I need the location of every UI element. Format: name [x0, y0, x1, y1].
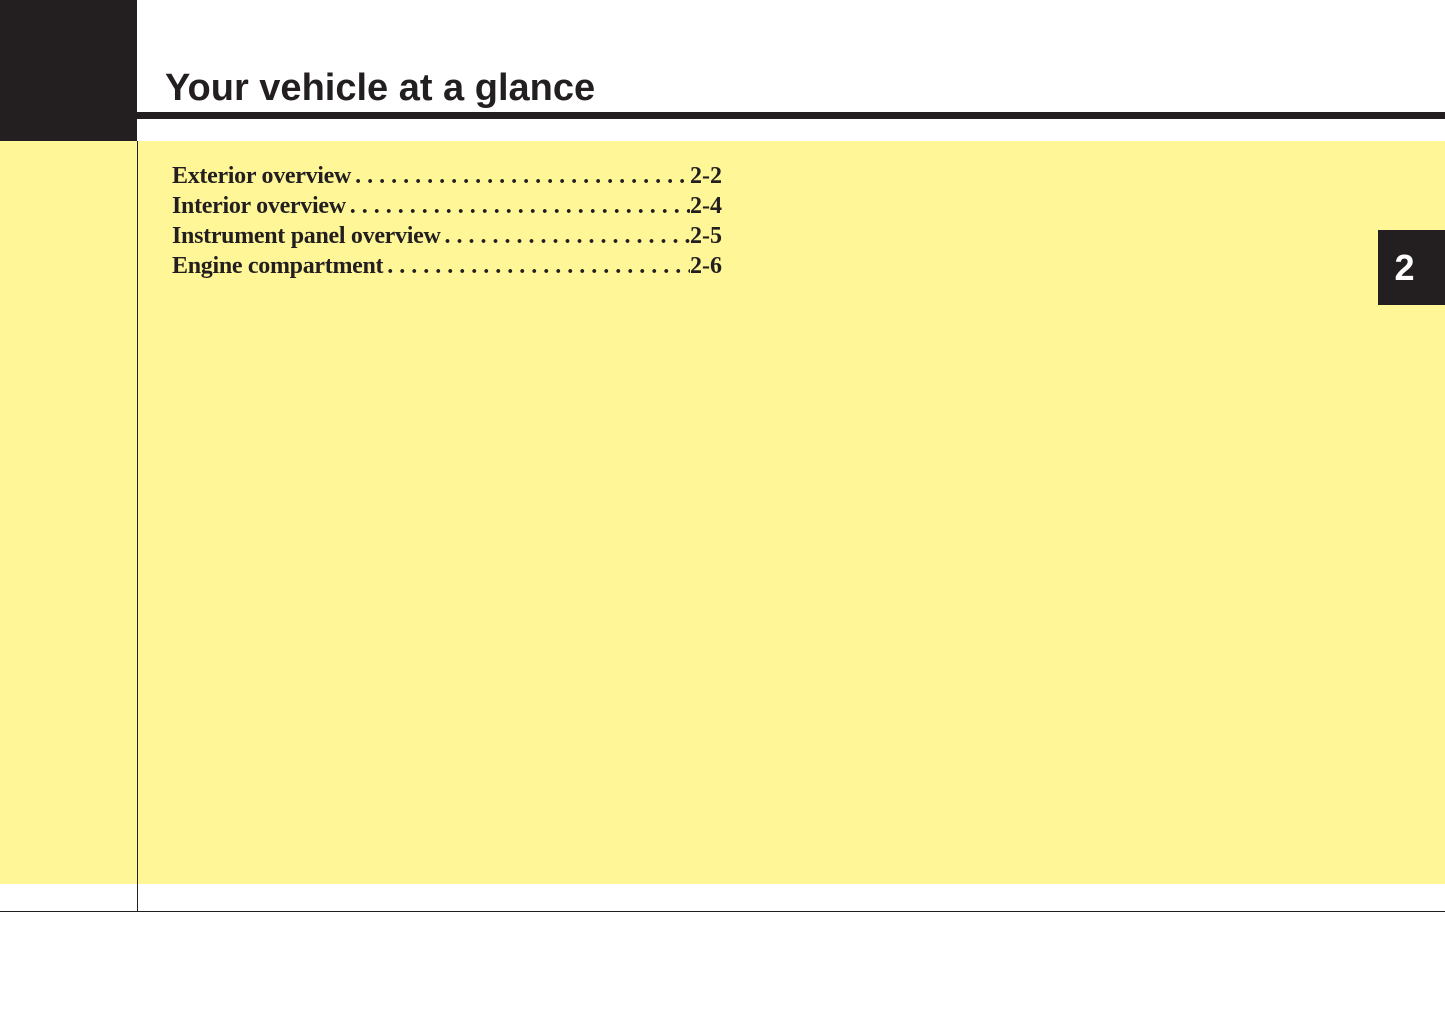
toc-page: 2-2 — [690, 163, 722, 189]
toc-label: Instrument panel overview — [172, 223, 441, 249]
footer-divider — [0, 911, 1445, 912]
toc-label: Exterior overview — [172, 163, 352, 189]
toc-leader — [351, 163, 690, 190]
toc-leader — [440, 223, 690, 250]
toc-page: 2-5 — [690, 223, 722, 249]
table-of-contents: Exterior overview 2-2 Interior overview … — [172, 163, 722, 283]
content-band — [0, 141, 1445, 884]
toc-page: 2-6 — [690, 253, 722, 279]
toc-page: 2-4 — [690, 193, 722, 219]
title-rule — [137, 112, 1445, 119]
toc-label: Engine compartment — [172, 253, 384, 279]
margin-divider — [137, 141, 138, 911]
corner-block — [0, 0, 137, 141]
toc-entry-interior-overview[interactable]: Interior overview 2-4 — [172, 193, 722, 223]
toc-leader — [383, 253, 690, 280]
page-title: Your vehicle at a glance — [165, 67, 596, 109]
toc-entry-exterior-overview[interactable]: Exterior overview 2-2 — [172, 163, 722, 193]
toc-leader — [346, 193, 690, 220]
toc-label: Interior overview — [172, 193, 346, 219]
chapter-tab[interactable]: 2 — [1378, 230, 1445, 305]
toc-entry-engine-compartment[interactable]: Engine compartment 2-6 — [172, 253, 722, 283]
toc-entry-instrument-panel-overview[interactable]: Instrument panel overview 2-5 — [172, 223, 722, 253]
